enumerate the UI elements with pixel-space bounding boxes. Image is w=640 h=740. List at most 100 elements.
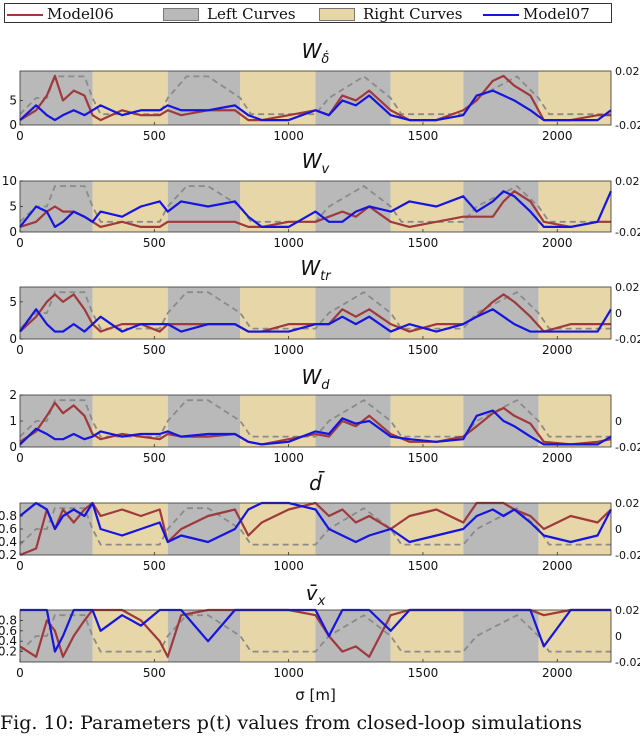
region-4 (240, 610, 316, 662)
y-tick-label: 0.6 (0, 522, 17, 536)
region-8 (538, 610, 611, 662)
y-tick-label: 2 (9, 388, 17, 402)
legend-item-left-curves: Left Curves (163, 5, 296, 23)
legend-item-model06: Model06 (7, 5, 114, 23)
x-tick-label: 500 (143, 666, 166, 680)
region-1 (20, 503, 93, 555)
panel-title-6: v̄x (306, 581, 326, 609)
y2-tick-label: 0.02 (615, 175, 640, 188)
plot-frame (19, 609, 612, 663)
x-tick-label: 2000 (542, 451, 573, 465)
x-tick-label: 1000 (273, 666, 304, 680)
y-tick-label: 5 (9, 200, 17, 214)
y-tick-label: 0 (9, 118, 17, 132)
region-3 (167, 71, 241, 125)
region-5 (315, 71, 391, 125)
y-tick-label: 0 (9, 332, 17, 346)
region-7 (463, 503, 539, 555)
x-tick-label: 1500 (408, 451, 439, 465)
x-tick-label: 0 (16, 559, 24, 573)
region-5 (315, 287, 391, 339)
y2-tick-label: -0.02 (615, 549, 640, 562)
series-model07 (19, 89, 612, 122)
x-tick-label: 1500 (408, 129, 439, 143)
x-tick-label: 1000 (273, 451, 304, 465)
y2-tick-label: -0.02 (615, 333, 640, 346)
legend-label-model06: Model06 (47, 5, 114, 23)
x-tick-label: 0 (16, 343, 24, 357)
x-tick-label: 2000 (542, 559, 573, 573)
y-tick-label: 0.2 (0, 548, 17, 562)
curvature-line (19, 185, 611, 223)
y2-tick-label: -0.02 (615, 441, 640, 454)
x-axis-label: σ [m] (295, 686, 336, 704)
x-tick-label: 500 (143, 343, 166, 357)
y2-tick-label: 0 (615, 415, 622, 428)
x-tick-label: 1500 (408, 236, 439, 250)
x-tick-label: 1000 (273, 559, 304, 573)
region-8 (538, 503, 611, 555)
y2-tick-label: 0 (615, 307, 622, 320)
y-tick-label: 0.2 (0, 645, 17, 659)
panel-title-2: Wv (302, 149, 330, 177)
x-tick-label: 2000 (542, 343, 573, 357)
y-tick-label: 0.8 (0, 509, 17, 523)
series-model07 (19, 308, 612, 333)
y2-tick-label: 0.02 (615, 65, 640, 78)
y-tick-label: 0.6 (0, 624, 17, 638)
series-model06 (19, 293, 611, 333)
panel-3: 0 500 1000 1500 2000 0 5 0.02 0 -0.02 Wtr (9, 256, 640, 357)
panel-4: 0 500 1000 1500 2000 0 1 2 0 -0.02 Wd (9, 365, 640, 465)
x-tick-label: 1000 (273, 236, 304, 250)
y2-tick-label: 0 (615, 630, 622, 643)
y2-tick-label: -0.02 (615, 226, 640, 239)
series-model06 (19, 401, 612, 446)
region-7 (463, 610, 539, 662)
y-tick-label: 0.4 (0, 535, 17, 549)
legend-swatch-left-curves (163, 8, 199, 21)
x-tick-label: 2000 (542, 236, 573, 250)
panel-1: 0 500 1000 1500 2000 0 5 0.02 -0.02 Wδ̇ (9, 39, 640, 143)
region-5 (315, 181, 391, 232)
panel-title-3: Wtr (300, 256, 332, 284)
x-tick-label: 500 (143, 129, 166, 143)
legend-swatch-model07 (483, 14, 519, 16)
plot-frame (19, 70, 612, 126)
y-tick-label: 5 (9, 295, 17, 309)
region-8 (538, 181, 611, 232)
x-tick-label: 500 (143, 451, 166, 465)
x-tick-label: 0 (16, 236, 24, 250)
y2-tick-label: -0.02 (615, 656, 640, 669)
panel-title-5: d̄ (309, 470, 325, 495)
y2-tick-label: -0.02 (615, 119, 640, 132)
curvature-line (19, 507, 611, 546)
y-tick-label: 0.8 (0, 613, 17, 627)
y-tick-label: 0 (9, 225, 17, 239)
x-tick-label: 1000 (273, 129, 304, 143)
panel-5: 0 500 1000 1500 2000 0.20.40.60.8 0.02 0 -0.02 d̄ (0, 470, 640, 573)
region-4 (240, 287, 316, 339)
x-tick-label: 0 (16, 666, 24, 680)
legend-label-model07: Model07 (523, 5, 590, 23)
x-tick-label: 1000 (273, 343, 304, 357)
y-tick-label: 0 (9, 440, 17, 454)
y-tick-label: 1 (9, 414, 17, 428)
region-5 (315, 395, 391, 447)
region-4 (240, 503, 316, 555)
legend-label-left-curves: Left Curves (207, 5, 296, 23)
series-model07 (19, 190, 613, 228)
legend-item-right-curves: Right Curves (319, 5, 463, 23)
panel-title-4: Wd (301, 365, 330, 393)
legend: Model06 Left Curves Right Curves Model07 (4, 3, 612, 23)
y2-tick-label: 0.02 (615, 604, 640, 617)
region-8 (538, 395, 611, 447)
x-tick-label: 0 (16, 451, 24, 465)
legend-swatch-model06 (7, 14, 43, 16)
region-6 (390, 287, 464, 339)
y-tick-label: 5 (9, 93, 17, 107)
y2-tick-label: 0.02 (615, 497, 640, 510)
x-tick-label: 500 (143, 236, 166, 250)
legend-swatch-right-curves (319, 8, 355, 21)
series-model06 (19, 74, 611, 122)
